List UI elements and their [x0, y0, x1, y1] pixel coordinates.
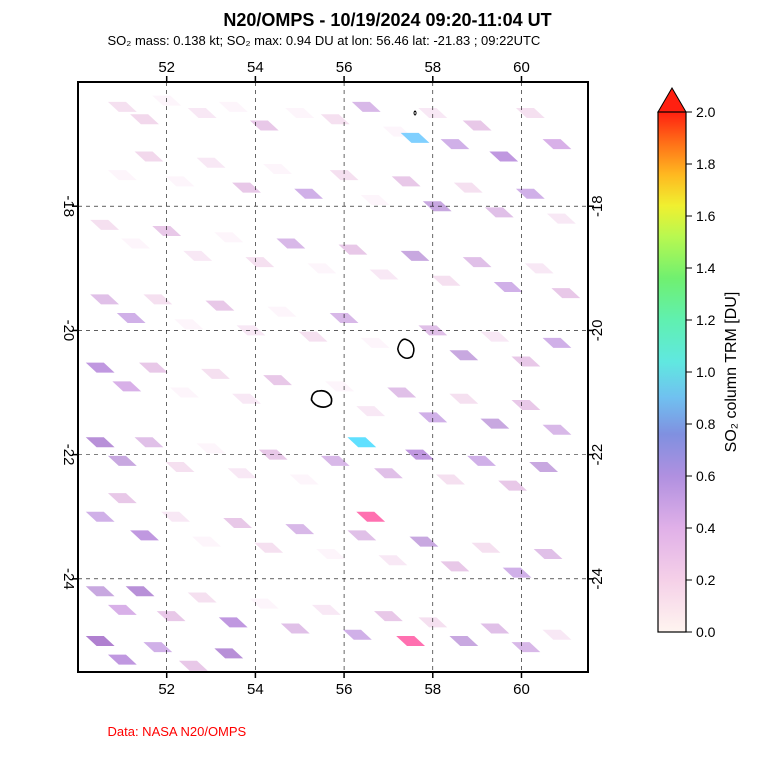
- svg-text:1.6: 1.6: [696, 208, 716, 224]
- svg-text:-20: -20: [589, 320, 606, 342]
- svg-text:1.2: 1.2: [696, 312, 716, 328]
- chart-title: N20/OMPS - 10/19/2024 09:20-11:04 UT: [223, 10, 551, 31]
- svg-text:-24: -24: [589, 568, 606, 590]
- svg-text:-22: -22: [589, 444, 606, 466]
- data-source-label: Data: NASA N20/OMPS: [68, 724, 708, 739]
- svg-text:-22: -22: [60, 444, 77, 466]
- svg-text:52: 52: [158, 59, 175, 76]
- svg-text:2.0: 2.0: [696, 104, 716, 120]
- map-plot: 52 52 54 54 56 56 58 58 60 60 -18 -18 -20 -20 -22 -22 -2…: [8, 52, 628, 722]
- svg-text:56: 56: [335, 681, 352, 698]
- svg-text:-18: -18: [60, 195, 77, 217]
- svg-text:1.0: 1.0: [696, 364, 716, 380]
- svg-text:52: 52: [158, 681, 175, 698]
- svg-text:60: 60: [513, 681, 530, 698]
- svg-text:-20: -20: [60, 320, 77, 342]
- svg-text:58: 58: [424, 681, 441, 698]
- svg-text:54: 54: [247, 59, 264, 76]
- svg-text:60: 60: [513, 59, 530, 76]
- svg-text:-24: -24: [60, 568, 77, 590]
- svg-text:0.0: 0.0: [696, 624, 716, 640]
- svg-text:0.2: 0.2: [696, 572, 716, 588]
- chart-subtitle: SO₂ mass: 0.138 kt; SO₂ max: 0.94 DU at …: [68, 33, 708, 48]
- svg-text:-18: -18: [589, 195, 606, 217]
- svg-text:54: 54: [247, 681, 264, 698]
- svg-text:1.4: 1.4: [696, 260, 716, 276]
- svg-text:SO₂ column TRM [DU]: SO₂ column TRM [DU]: [723, 292, 740, 453]
- svg-text:56: 56: [335, 59, 352, 76]
- colorbar: 0.0 0.2 0.4 0.6 0.8 1.0 1.2 1.4 1.6 1.8 2.0 SO₂ col…: [648, 52, 768, 672]
- svg-text:1.8: 1.8: [696, 156, 716, 172]
- svg-text:58: 58: [424, 59, 441, 76]
- svg-text:0.8: 0.8: [696, 416, 716, 432]
- svg-text:0.6: 0.6: [696, 468, 716, 484]
- svg-text:0.4: 0.4: [696, 520, 716, 536]
